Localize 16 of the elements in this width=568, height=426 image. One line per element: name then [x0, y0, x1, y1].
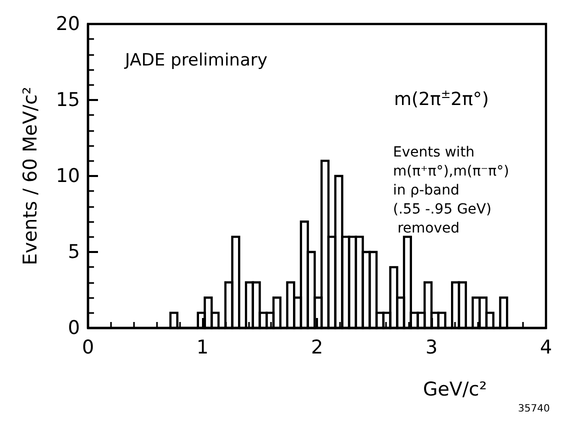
y-tick-label: 5: [68, 241, 80, 263]
text: 35740: [518, 404, 550, 414]
y-tick-label: 10: [56, 165, 80, 187]
y-tick-label: 20: [56, 13, 80, 35]
y-tick-label: 15: [56, 89, 80, 111]
x-tick-label: 3: [425, 336, 438, 358]
x-axis-title: GeV/c²: [423, 378, 487, 400]
annotation: JADE preliminary: [124, 50, 268, 70]
x-tick-label: 0: [82, 336, 94, 358]
y-tick-label: 0: [68, 317, 80, 339]
x-tick-label: 4: [540, 336, 552, 358]
y-axis-title: Events / 60 MeV/c²: [20, 86, 42, 266]
x-tick-label: 2: [310, 336, 324, 358]
x-tick-label: 1: [196, 336, 209, 358]
annotation: m(2π±2π°): [394, 87, 489, 110]
annotation: Events with m(π⁺π°),m(π⁻π°) in ρ-band (.55 -.95 GeV) removed: [393, 144, 510, 236]
